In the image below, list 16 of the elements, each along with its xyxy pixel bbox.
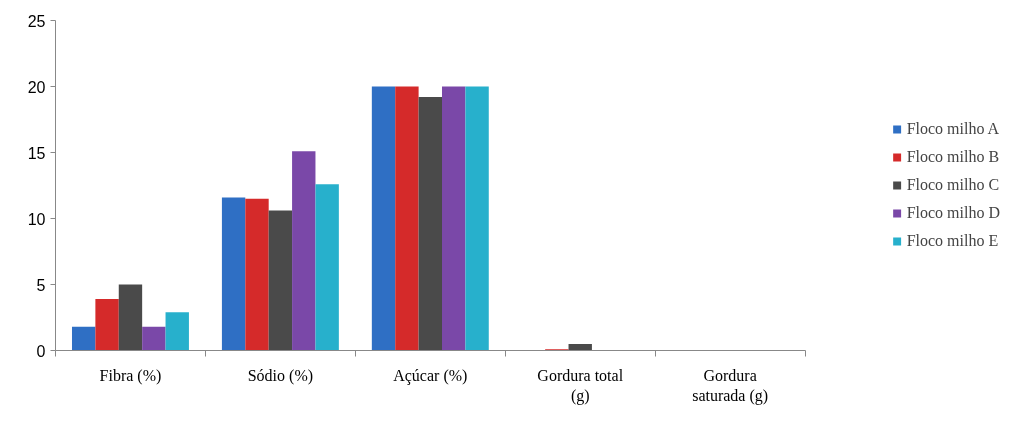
y-tick-label: 0 [36, 342, 46, 360]
y-tick-label: 5 [36, 276, 46, 294]
x-tick-label: Gordura saturada (g) [692, 366, 769, 405]
legend-label: Floco milho D [906, 204, 1000, 222]
x-tick-label: Açúcar (%) [393, 366, 468, 385]
y-tick-label: 15 [27, 144, 46, 162]
y-tick-label: 10 [27, 210, 46, 228]
x-tick-label: Sódio (%) [247, 366, 314, 385]
legend-label: Floco milho B [906, 148, 1000, 166]
legend-label: Floco milho C [906, 176, 1000, 194]
y-tick-label: 25 [27, 12, 46, 30]
x-tick-label: Gordura total (g) [537, 366, 624, 405]
x-tick-label: Fibra (%) [99, 366, 162, 385]
legend-label: Floco milho E [906, 232, 999, 250]
legend-label: Floco milho A [906, 120, 1000, 138]
y-tick-label: 20 [27, 78, 46, 96]
